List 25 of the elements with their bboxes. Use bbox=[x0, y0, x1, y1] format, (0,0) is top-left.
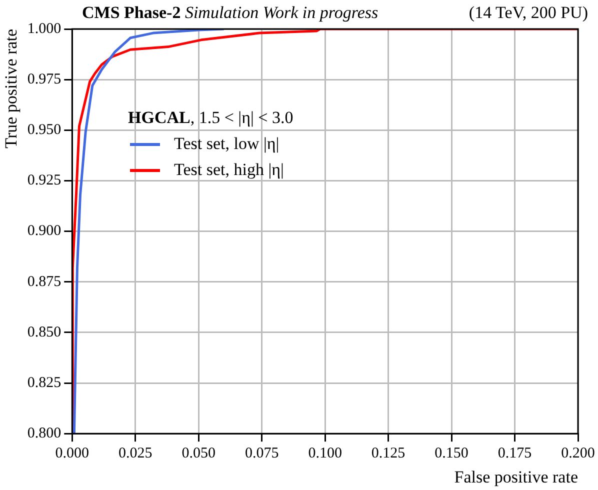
y-tick-label: 0.825 bbox=[27, 374, 62, 391]
x-tick-label: 0.150 bbox=[434, 446, 468, 462]
x-tick-label: 0.200 bbox=[561, 446, 595, 462]
y-tick-label: 0.900 bbox=[27, 223, 62, 240]
chart-title: CMS Phase-2 Simulation Work in progress bbox=[82, 3, 378, 22]
y-tick-label: 0.950 bbox=[27, 122, 62, 138]
x-tick-label: 0.000 bbox=[55, 446, 90, 462]
x-tick-label: 0.050 bbox=[182, 446, 216, 462]
legend-title: HGCAL, 1.5 < |η| < 3.0 bbox=[128, 107, 294, 129]
text: (14 TeV, 200 PU) bbox=[468, 3, 588, 23]
y-tick-label: 0.925 bbox=[27, 172, 62, 189]
x-tick-label: 0.100 bbox=[308, 446, 342, 462]
y-tick-label: 0.975 bbox=[27, 72, 62, 88]
legend-label: Test set, high |η| bbox=[174, 159, 284, 181]
legend-label: Test set, low |η| bbox=[174, 133, 280, 155]
x-tick-label: 0.125 bbox=[371, 446, 406, 462]
y-tick-label: 0.875 bbox=[27, 274, 62, 290]
y-tick-label: 1.000 bbox=[27, 20, 62, 37]
x-tick-label: 0.025 bbox=[118, 446, 152, 462]
x-axis-title: False positive rate bbox=[454, 467, 578, 486]
y-axis-title: True positive rate bbox=[2, 29, 21, 148]
x-tick-label: 0.075 bbox=[244, 446, 279, 462]
x-tick-label: 0.175 bbox=[498, 446, 532, 462]
y-tick-label: 0.850 bbox=[27, 324, 62, 340]
y-tick-label: 0.800 bbox=[27, 426, 62, 442]
